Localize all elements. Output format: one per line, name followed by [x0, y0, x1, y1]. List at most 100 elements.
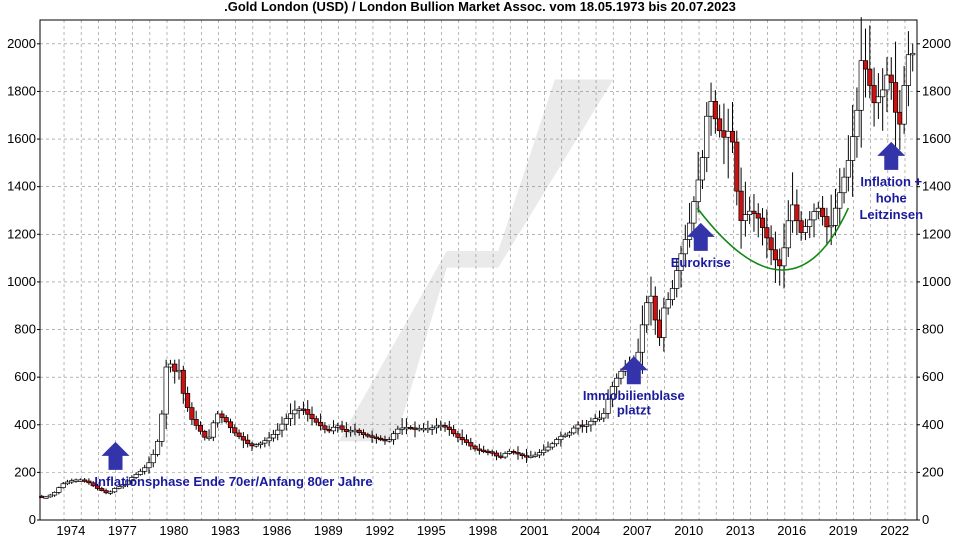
candle-up	[554, 439, 560, 445]
candle-down	[249, 443, 255, 447]
y-tick-label-right: 1800	[922, 83, 951, 98]
candle-up	[275, 429, 281, 435]
candle-down	[378, 437, 384, 441]
candle-up	[210, 422, 216, 438]
candle-down	[820, 207, 826, 217]
candle-up	[433, 425, 440, 429]
candle-up	[107, 491, 113, 494]
plot-area	[40, 20, 917, 520]
candle-up	[674, 270, 680, 289]
candle-up	[142, 467, 148, 472]
chart-title: .Gold London (USD) / London Bullion Mark…	[224, 0, 736, 14]
candle-down	[232, 427, 238, 434]
candle-up	[695, 179, 701, 203]
candle-down	[300, 408, 306, 411]
candle-down	[99, 488, 105, 491]
candle-up	[687, 222, 693, 240]
y-tick-label-right: 1000	[922, 274, 951, 289]
candle-up	[112, 488, 118, 493]
candle-up	[807, 219, 813, 227]
candle-up	[288, 413, 294, 419]
candle-down	[408, 426, 414, 430]
candle-up	[785, 220, 791, 249]
annotation-arrow	[101, 441, 130, 470]
candle-up	[296, 408, 302, 411]
x-axis-labels: 1974 1977 1980 1983 1986 1989 1992 1995 1998 2001…	[56, 523, 909, 538]
candle-up	[56, 487, 62, 493]
y-tick-label-left: 600	[14, 369, 36, 384]
candle-down	[729, 130, 736, 143]
candle-up	[425, 427, 431, 431]
candle-up	[845, 160, 851, 178]
candle-up	[669, 288, 675, 300]
candle-up	[262, 440, 268, 444]
candle-up	[549, 443, 555, 448]
candle-down	[90, 482, 96, 487]
y-axis-labels: 0 0 200 200 400 400 600 600 800 800 1000 1000 1200 12…	[7, 36, 951, 527]
candle-down	[463, 439, 470, 443]
candle-up	[352, 429, 358, 433]
candle-down	[472, 445, 478, 450]
candle-up	[858, 60, 864, 111]
candle-down	[446, 426, 452, 430]
candle-up	[146, 462, 152, 469]
y-tick-label-left: 400	[14, 417, 36, 432]
candle-up	[266, 437, 272, 442]
x-tick-label: 1998	[468, 523, 497, 538]
candle-down	[652, 295, 658, 321]
candle-up	[854, 109, 860, 138]
candle-up	[571, 427, 577, 434]
candle-down	[888, 74, 894, 83]
candle-down	[476, 448, 482, 451]
annotation-arrow	[686, 222, 715, 251]
candle-up	[386, 439, 392, 442]
candle-down	[717, 118, 723, 132]
candle-up	[73, 479, 79, 482]
candle-up	[639, 324, 645, 353]
candle-down	[219, 413, 225, 418]
candle-down	[892, 82, 899, 113]
x-tick-label: 1986	[262, 523, 291, 538]
candle-down	[318, 421, 324, 427]
candle-up	[781, 247, 787, 267]
candle-up	[905, 54, 911, 86]
candle-down	[772, 249, 778, 261]
candle-up	[609, 386, 615, 400]
candle-down	[305, 409, 311, 415]
candle-up	[596, 417, 603, 420]
x-tick-label: 1977	[108, 523, 137, 538]
candle-down	[343, 429, 349, 432]
candle-down	[734, 141, 740, 192]
candle-down	[897, 111, 903, 125]
candle-up	[395, 428, 401, 435]
candle-up	[837, 192, 843, 209]
y-tick-label-right: 400	[922, 417, 944, 432]
candle-down	[382, 439, 388, 442]
y-tick-label-right: 0	[922, 512, 929, 527]
candle-up	[605, 398, 611, 414]
candle-up	[841, 176, 847, 194]
candle-up	[532, 454, 538, 457]
candle-down	[240, 436, 246, 441]
candle-up	[528, 455, 534, 458]
candle-up	[558, 435, 564, 440]
annotation-label: Inflationsphase Ende 70er/Anfang 80er Ja…	[94, 474, 372, 489]
candle-up	[575, 424, 581, 429]
candle-down	[309, 413, 315, 420]
candle-up	[708, 100, 714, 117]
x-tick-label: 2001	[520, 523, 549, 538]
candle-up	[648, 295, 654, 304]
candle-up	[747, 210, 753, 215]
candle-up	[802, 226, 808, 233]
y-tick-label-left: 0	[29, 512, 36, 527]
candle-down	[798, 220, 804, 233]
candle-up	[678, 253, 684, 271]
candle-down	[82, 479, 88, 482]
candle-up	[399, 427, 405, 430]
candle-up	[545, 446, 551, 451]
candle-down	[764, 227, 770, 239]
candle-down	[524, 455, 530, 458]
candle-up	[566, 432, 573, 436]
y-tick-label-right: 1600	[922, 131, 951, 146]
